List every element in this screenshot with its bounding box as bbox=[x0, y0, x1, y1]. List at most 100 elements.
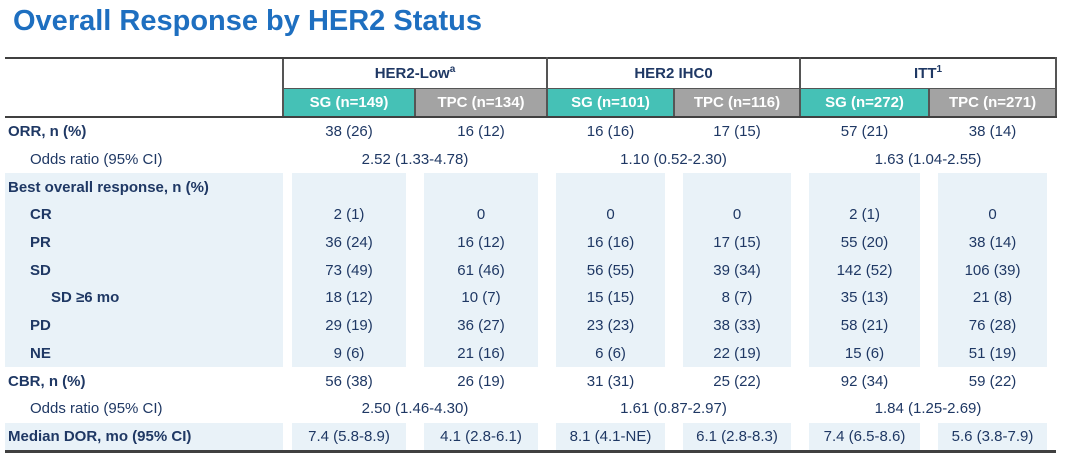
data-cell: 26 (19) bbox=[457, 372, 505, 390]
group-header-row: HER2-Lowa HER2 IHC0 ITT1 bbox=[5, 57, 1058, 89]
group-superscript: a bbox=[449, 64, 456, 75]
data-cell bbox=[283, 173, 415, 202]
table-row: Best overall response, n (%) bbox=[5, 173, 1056, 202]
data-cell: 29 (19) bbox=[283, 311, 415, 340]
row-label: Best overall response, n (%) bbox=[5, 173, 283, 202]
data-cell: 55 (20) bbox=[800, 228, 929, 257]
col-header-tpc-her2low: TPC (n=134) bbox=[414, 88, 548, 118]
span-value-cell: 2.52 (1.33-4.78) bbox=[361, 151, 469, 169]
data-cell: 0 bbox=[415, 201, 547, 229]
data-cell: 10 (7) bbox=[415, 284, 547, 312]
table-body: ORR, n (%) 38 (26) 16 (12) 16 (16) 17 (15) 57… bbox=[5, 117, 1057, 454]
data-cell: 16 (16) bbox=[547, 228, 674, 257]
data-cell: 6 (6) bbox=[547, 339, 674, 368]
data-cell: 142 (52) bbox=[800, 256, 929, 285]
row-label: PR bbox=[5, 228, 283, 257]
data-cell: 16 (12) bbox=[415, 228, 547, 257]
data-cell: 8 (7) bbox=[674, 284, 800, 312]
data-cell: 25 (22) bbox=[713, 372, 761, 390]
data-cell: 0 bbox=[674, 201, 800, 229]
col-header-tpc-itt: TPC (n=271) bbox=[928, 88, 1058, 118]
data-cell: 57 (21) bbox=[840, 123, 889, 141]
table-row: Odds ratio (95% CI) 2.52 (1.33-4.78) 1.10 … bbox=[5, 146, 1056, 174]
data-cell bbox=[415, 173, 547, 202]
table-row: Median DOR, mo (95% CI) 7.4 (5.8-8.9) 4.1 … bbox=[5, 422, 1057, 454]
data-cell bbox=[674, 173, 800, 202]
table-row: NE 9 (6) 21 (16) 6 (6) 22 (19) 15 (6) 51 (19) bbox=[5, 339, 1056, 368]
data-cell: 56 (55) bbox=[547, 256, 674, 285]
data-cell: 38 (33) bbox=[674, 311, 800, 340]
span-value-cell: 2.50 (1.46-4.30) bbox=[361, 400, 469, 418]
table-row: CBR, n (%) 56 (38) 26 (19) 31 (31) 25 (22) 92… bbox=[5, 367, 1056, 395]
data-cell: 15 (6) bbox=[800, 339, 929, 368]
data-cell: 38 (14) bbox=[968, 123, 1017, 141]
row-label: Odds ratio (95% CI) bbox=[30, 400, 163, 418]
data-cell: 36 (24) bbox=[283, 228, 415, 257]
data-cell: 2 (1) bbox=[283, 201, 415, 229]
slide-title: Overall Response by HER2 Status bbox=[13, 5, 482, 37]
group-label: ITT bbox=[913, 65, 937, 82]
data-cell bbox=[800, 173, 929, 202]
data-cell: 76 (28) bbox=[929, 311, 1056, 340]
data-cell: 51 (19) bbox=[929, 339, 1056, 368]
data-cell: 2 (1) bbox=[800, 201, 929, 229]
data-cell: 21 (8) bbox=[929, 284, 1056, 312]
data-cell: 8.1 (4.1-NE) bbox=[547, 422, 674, 454]
table-row: SD 73 (49) 61 (46) 56 (55) 39 (34) 142 (52) 10… bbox=[5, 256, 1056, 285]
row-label: Odds ratio (95% CI) bbox=[30, 151, 163, 169]
span-value-cell: 1.61 (0.87-2.97) bbox=[620, 400, 727, 418]
table-row: SD ≥6 mo 18 (12) 10 (7) 15 (15) 8 (7) 35 (13)… bbox=[5, 284, 1056, 312]
header-spacer bbox=[5, 57, 283, 89]
data-cell: 106 (39) bbox=[929, 256, 1056, 285]
data-cell: 23 (23) bbox=[547, 311, 674, 340]
data-cell bbox=[929, 173, 1056, 202]
data-cell: 38 (14) bbox=[929, 228, 1056, 257]
group-header-itt: ITT1 bbox=[799, 57, 1058, 89]
row-label: SD ≥6 mo bbox=[5, 284, 283, 312]
data-cell: 17 (15) bbox=[713, 123, 761, 141]
data-cell: 35 (13) bbox=[800, 284, 929, 312]
table-row: PR 36 (24) 16 (12) 16 (16) 17 (15) 55 (20) 38 … bbox=[5, 228, 1056, 257]
col-header-sg-her2low: SG (n=149) bbox=[282, 88, 416, 118]
data-cell: 9 (6) bbox=[283, 339, 415, 368]
response-table: HER2-Lowa HER2 IHC0 ITT1 SG (n=149) TPC … bbox=[5, 57, 1058, 454]
row-label: ORR, n (%) bbox=[8, 123, 87, 141]
data-cell: 36 (27) bbox=[415, 311, 547, 340]
data-cell: 4.1 (2.8-6.1) bbox=[415, 422, 547, 454]
row-label: NE bbox=[5, 339, 283, 368]
data-cell bbox=[547, 173, 674, 202]
group-superscript: 1 bbox=[936, 64, 943, 75]
group-header-her2-low: HER2-Lowa bbox=[282, 57, 548, 89]
group-header-her2-ihc0: HER2 IHC0 bbox=[545, 57, 802, 89]
data-cell: 58 (21) bbox=[800, 311, 929, 340]
table-row: CR 2 (1) 0 0 0 2 (1) 0 bbox=[5, 201, 1056, 229]
data-cell: 0 bbox=[547, 201, 674, 229]
group-label: HER2 IHC0 bbox=[634, 65, 713, 82]
row-label: CBR, n (%) bbox=[8, 372, 86, 390]
col-header-sg-ihc0: SG (n=101) bbox=[546, 88, 675, 118]
table-row: Odds ratio (95% CI) 2.50 (1.46-4.30) 1.61 … bbox=[5, 395, 1056, 423]
data-cell: 22 (19) bbox=[674, 339, 800, 368]
col-header-sg-itt: SG (n=272) bbox=[799, 88, 931, 118]
span-value-cell: 1.63 (1.04-2.55) bbox=[874, 151, 982, 169]
table-header: HER2-Lowa HER2 IHC0 ITT1 SG (n=149) TPC … bbox=[5, 57, 1058, 118]
group-label: HER2-Low bbox=[374, 65, 450, 82]
data-cell: 61 (46) bbox=[415, 256, 547, 285]
row-label: SD bbox=[5, 256, 283, 285]
data-cell: 73 (49) bbox=[283, 256, 415, 285]
header-spacer bbox=[5, 88, 283, 118]
data-cell: 16 (16) bbox=[586, 123, 635, 141]
data-cell: 92 (34) bbox=[840, 372, 889, 390]
data-cell: 38 (26) bbox=[325, 123, 373, 141]
data-cell: 31 (31) bbox=[586, 372, 635, 390]
data-cell: 7.4 (5.8-8.9) bbox=[283, 422, 415, 454]
span-value-cell: 1.84 (1.25-2.69) bbox=[874, 400, 982, 418]
data-cell: 7.4 (6.5-8.6) bbox=[800, 422, 930, 454]
column-header-row: SG (n=149) TPC (n=134) SG (n=101) TPC (n… bbox=[5, 88, 1058, 118]
col-header-tpc-ihc0: TPC (n=116) bbox=[672, 88, 802, 118]
data-cell: 0 bbox=[929, 201, 1056, 229]
data-cell: 5.6 (3.8-7.9) bbox=[929, 422, 1057, 454]
data-cell: 17 (15) bbox=[674, 228, 800, 257]
table-row: ORR, n (%) 38 (26) 16 (12) 16 (16) 17 (15) 57… bbox=[5, 117, 1056, 146]
